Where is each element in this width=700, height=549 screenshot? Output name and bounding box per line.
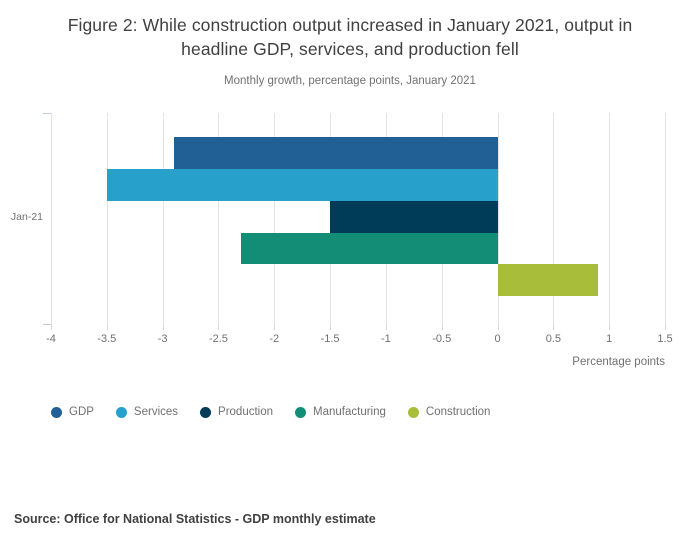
legend-item-manufacturing[interactable]: Manufacturing: [295, 406, 386, 418]
x-axis-tick-mark: [162, 325, 164, 331]
chart-title-line-1: Figure 2: While construction output incr…: [67, 15, 633, 35]
x-axis-tick-label: 1.5: [657, 333, 673, 346]
x-axis-tick-mark: [274, 325, 276, 331]
legend-item-label: Services: [133, 406, 179, 418]
chart-legend: GDP Services Production Manufacturing Constr…: [51, 406, 490, 418]
x-axis-tick-label: -3.5: [97, 333, 117, 346]
legend-swatch-icon: [295, 406, 307, 418]
bar-production[interactable]: [330, 200, 498, 233]
chart-subtitle: Monthly growth, percentage points, Janua…: [224, 75, 476, 88]
legend-swatch-icon: [200, 406, 212, 418]
legend-item-label: Manufacturing: [313, 406, 386, 418]
legend-swatch-icon: [51, 406, 62, 418]
x-axis-tick-mark: [106, 325, 108, 331]
gridline: [51, 113, 52, 326]
page-title: Figure 2: While construction output incr…: [44, 14, 656, 61]
x-axis-tick-mark: [441, 325, 443, 331]
x-axis-tick-mark: [553, 325, 555, 331]
x-axis-tick-label: -4: [46, 333, 56, 346]
y-axis: Jan-21: [0, 113, 51, 325]
x-axis-tick-label: -2.5: [208, 333, 228, 346]
legend-item-services[interactable]: Services: [115, 406, 179, 418]
chart-header: Figure 2: While construction output incr…: [0, 0, 700, 87]
bar-group: [51, 137, 665, 297]
x-axis-tick-label: 0.5: [545, 333, 562, 346]
gridline: [218, 113, 220, 326]
x-axis: Percentage points -4 -3.5 -3 -2.5 -2 -1.5 -1 -0…: [46, 325, 673, 368]
legend-swatch-icon: [407, 406, 419, 418]
y-axis-cap-bottom: [43, 324, 51, 326]
gridline: [162, 113, 164, 326]
legend-item-production[interactable]: Production: [200, 406, 273, 418]
gridline: [609, 113, 611, 326]
bar-services[interactable]: [106, 169, 498, 201]
gridline: [553, 113, 555, 326]
bar-construction[interactable]: [497, 264, 598, 297]
chart-title-line-2: headline GDP, services, and production f…: [181, 38, 519, 59]
source-note: Source: Office for National Statistics -…: [14, 512, 376, 526]
bar-row: [51, 169, 665, 201]
bar-manufacturing[interactable]: [240, 232, 498, 265]
gridline: [497, 113, 499, 326]
bar-gdp[interactable]: [173, 137, 498, 170]
gridline: [106, 113, 108, 326]
x-axis-tick-label: -2: [269, 333, 280, 346]
x-axis-tick-mark: [665, 325, 666, 331]
legend-item-construction[interactable]: Construction: [407, 406, 491, 418]
x-axis-tick-mark: [385, 325, 387, 331]
legend-item-gdp[interactable]: GDP: [51, 406, 94, 418]
x-axis-tick-mark: [497, 325, 499, 331]
chart-area: Jan-21 Percentage points -4 -3.5 -3 -2.5 -2 -…: [0, 113, 700, 368]
x-axis-tick-label: 0: [494, 333, 501, 346]
x-axis-title: Percentage points: [572, 356, 665, 369]
gridline: [665, 113, 666, 326]
legend-item-label: Production: [218, 406, 274, 418]
legend-item-label: GDP: [69, 406, 94, 418]
x-axis-tick-mark: [51, 325, 52, 331]
bar-row: [51, 200, 665, 233]
y-axis-cap-top: [43, 113, 51, 115]
x-axis-tick-mark: [609, 325, 611, 331]
bar-row: [51, 137, 665, 170]
plot-area: [43, 113, 666, 326]
bar-row: [51, 264, 665, 297]
gridline: [274, 113, 276, 326]
x-axis-tick-mark: [330, 325, 332, 331]
x-axis-tick-label: -1: [381, 333, 391, 346]
legend-item-label: Construction: [425, 406, 491, 418]
x-axis-tick-label: -1.5: [320, 333, 340, 346]
legend-swatch-icon: [115, 406, 127, 418]
bar-row: [51, 232, 665, 265]
y-axis-tick-label: Jan-21: [10, 211, 43, 224]
x-axis-tick-label: 1: [606, 333, 613, 346]
x-axis-tick-mark: [218, 325, 220, 331]
x-axis-tick-label: -0.5: [432, 333, 452, 346]
x-axis-tick-label: -3: [157, 333, 168, 346]
